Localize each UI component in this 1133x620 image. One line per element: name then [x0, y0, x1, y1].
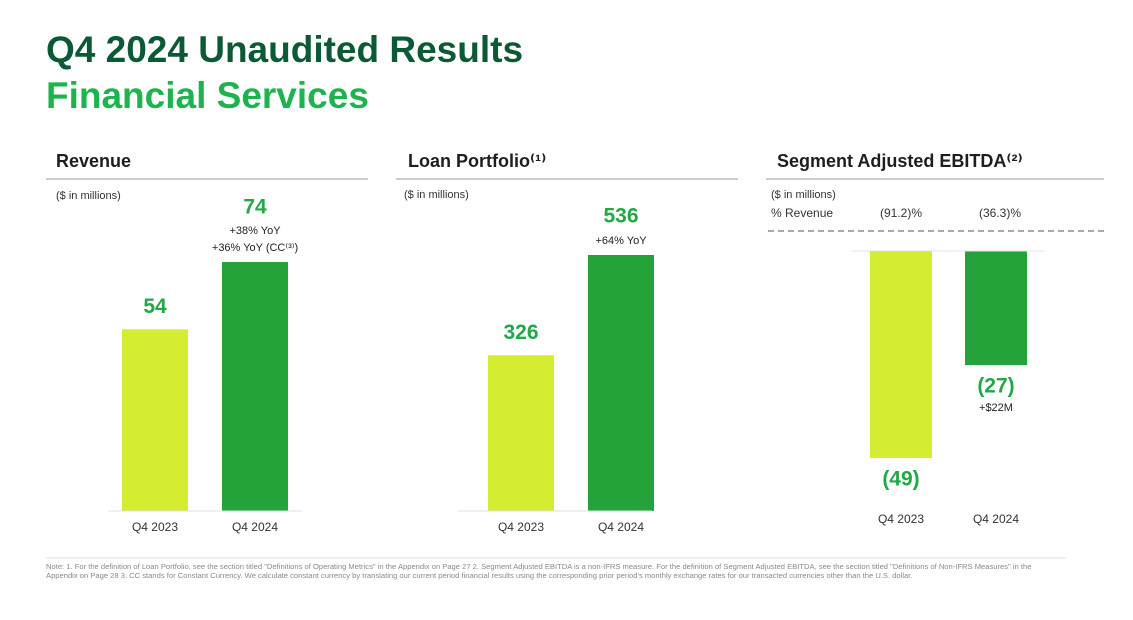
- row-label: % Revenue: [771, 206, 833, 220]
- chart-title: Loan Portfolio⁽¹⁾: [408, 151, 546, 171]
- bar: [870, 251, 932, 458]
- category-label: Q4 2024: [973, 512, 1019, 526]
- bar: [488, 355, 554, 511]
- category-label: Q4 2024: [232, 520, 278, 534]
- unit-note: ($ in millions): [56, 190, 121, 202]
- row-value: (36.3)%: [979, 206, 1021, 220]
- row-value: (91.2)%: [880, 206, 922, 220]
- bar: [222, 262, 288, 511]
- bar: [122, 329, 188, 511]
- data-label: 54: [143, 295, 167, 318]
- category-label: Q4 2023: [498, 520, 544, 534]
- chart-title: Segment Adjusted EBITDA⁽²⁾: [777, 151, 1023, 171]
- category-label: Q4 2024: [598, 520, 644, 534]
- annotation: +38% YoY: [229, 225, 281, 237]
- category-label: Q4 2023: [132, 520, 178, 534]
- data-label: 74: [243, 196, 267, 219]
- unit-note: ($ in millions): [771, 189, 836, 201]
- bar: [588, 255, 654, 511]
- data-label: (27): [977, 375, 1014, 398]
- chart-title: Revenue: [56, 151, 131, 171]
- annotation: +36% YoY (CC⁽³⁾): [212, 242, 298, 254]
- data-label: 326: [503, 321, 538, 344]
- data-label: (49): [882, 468, 919, 491]
- bar: [965, 251, 1027, 366]
- page-title: Q4 2024 Unaudited Results: [46, 29, 523, 70]
- annotation: +64% YoY: [595, 235, 647, 247]
- page-subtitle: Financial Services: [46, 75, 369, 116]
- category-label: Q4 2023: [878, 512, 924, 526]
- footnote: Note: 1. For the definition of Loan Port…: [46, 562, 1032, 580]
- data-label: 536: [603, 205, 638, 228]
- annotation: +$22M: [979, 402, 1013, 414]
- unit-note: ($ in millions): [404, 189, 469, 201]
